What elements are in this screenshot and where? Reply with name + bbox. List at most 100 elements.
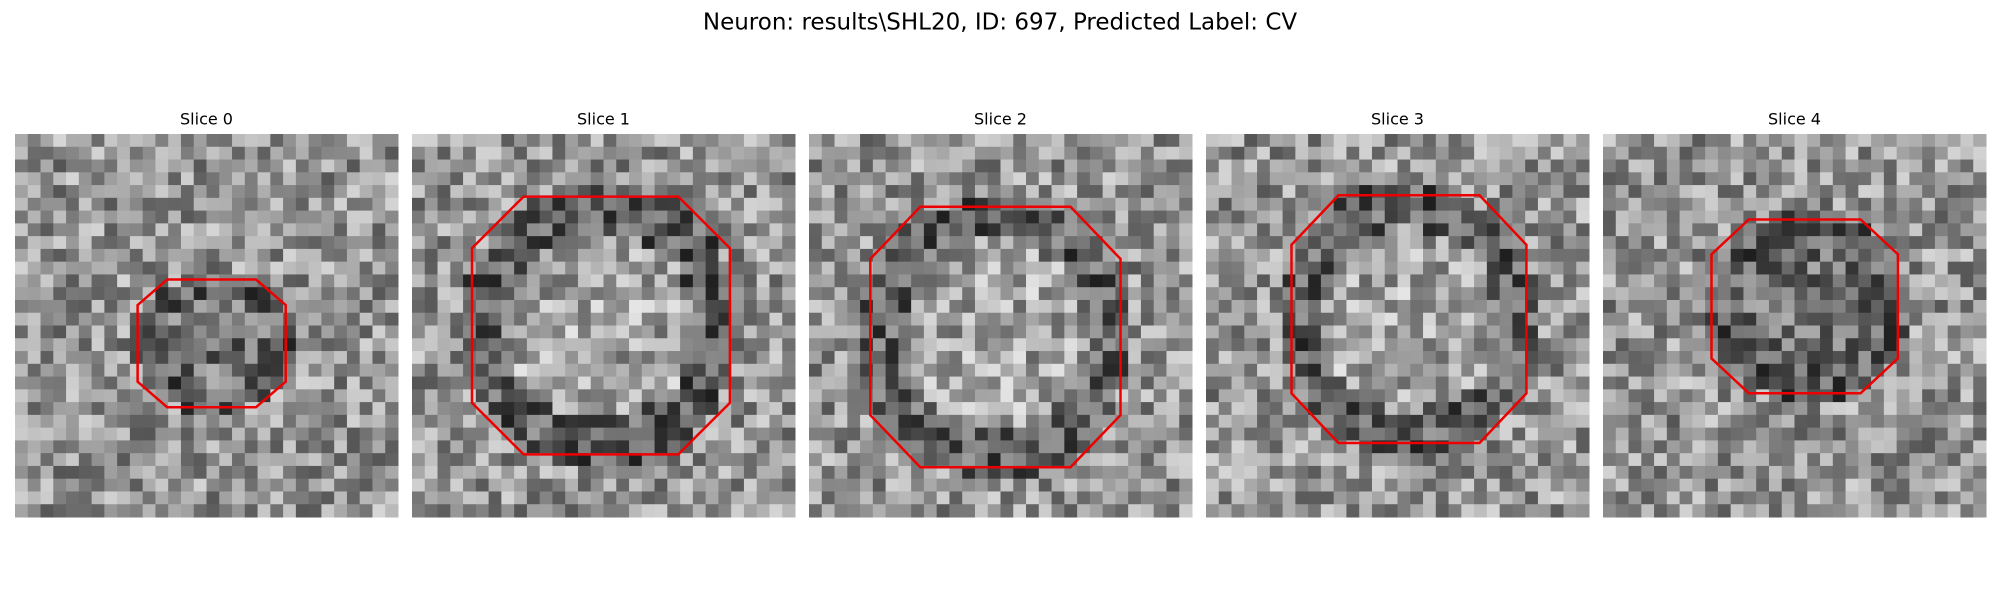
- pixel: [1179, 134, 1193, 148]
- pixel: [1244, 453, 1258, 467]
- pixel: [641, 351, 656, 365]
- pixel: [1000, 389, 1014, 403]
- pixel: [1166, 376, 1180, 390]
- pixel: [782, 261, 796, 275]
- pixel: [117, 248, 131, 263]
- pixel: [1871, 261, 1885, 275]
- pixel: [565, 389, 579, 403]
- pixel: [1858, 223, 1872, 237]
- pixel: [334, 134, 348, 148]
- pixel: [962, 248, 976, 263]
- pixel: [1628, 325, 1642, 339]
- pixel: [40, 236, 54, 250]
- pixel: [295, 248, 310, 263]
- pixel: [117, 478, 131, 492]
- pixel: [936, 261, 950, 275]
- pixel: [1064, 402, 1078, 416]
- pixel: [53, 414, 67, 429]
- pixel: [1563, 325, 1577, 339]
- pixel: [949, 223, 963, 237]
- pixel: [1128, 453, 1142, 467]
- pixel: [1346, 197, 1360, 212]
- pixel: [1871, 478, 1885, 492]
- pixel: [104, 389, 118, 403]
- pixel: [1550, 223, 1564, 237]
- pixel: [1871, 440, 1885, 454]
- pixel: [1038, 440, 1053, 454]
- pixel: [1359, 504, 1373, 518]
- pixel: [206, 159, 220, 173]
- pixel: [53, 159, 67, 173]
- pixel: [219, 478, 233, 492]
- pixel: [743, 402, 758, 416]
- pixel: [155, 146, 169, 161]
- pixel: [1102, 197, 1116, 212]
- pixel: [526, 376, 541, 390]
- pixel: [1563, 478, 1577, 492]
- pixel: [1858, 363, 1872, 378]
- pixel: [1807, 146, 1821, 161]
- pixel: [936, 402, 950, 416]
- pixel: [1922, 504, 1936, 518]
- pixel: [514, 402, 528, 416]
- pixel: [359, 363, 373, 378]
- pixel: [257, 172, 271, 186]
- pixel: [718, 223, 732, 237]
- pixel: [1140, 236, 1155, 250]
- pixel: [1883, 134, 1898, 148]
- pixel: [1423, 261, 1437, 275]
- pixel: [1140, 197, 1155, 212]
- pixel: [629, 414, 643, 429]
- pixel: [53, 185, 67, 199]
- pixel: [1423, 197, 1437, 212]
- pixel: [283, 389, 297, 403]
- pixel: [654, 389, 668, 403]
- pixel: [193, 299, 207, 314]
- pixel: [1654, 414, 1668, 429]
- pixel: [1026, 248, 1040, 263]
- pixel: [577, 351, 592, 365]
- pixel: [911, 299, 925, 314]
- pixel: [334, 440, 348, 454]
- pixel: [475, 440, 490, 454]
- pixel: [346, 274, 361, 288]
- pixel: [1845, 185, 1859, 199]
- pixel: [1692, 478, 1706, 492]
- pixel: [1832, 172, 1847, 186]
- pixel: [1206, 312, 1220, 326]
- pixel: [1013, 478, 1027, 492]
- pixel: [834, 427, 848, 441]
- pixel: [155, 159, 169, 173]
- pixel: [885, 325, 899, 339]
- pixel: [1922, 299, 1936, 314]
- pixel: [987, 287, 1001, 301]
- pixel: [1807, 325, 1821, 339]
- pixel: [27, 185, 42, 199]
- pixel: [565, 236, 579, 250]
- pixel: [232, 197, 246, 212]
- pixel: [1153, 478, 1167, 492]
- pixel: [974, 185, 989, 199]
- pixel: [1628, 478, 1642, 492]
- pixel: [488, 478, 502, 492]
- pixel: [743, 274, 758, 288]
- pixel: [974, 414, 989, 429]
- pixel: [1654, 389, 1668, 403]
- pixel: [359, 465, 373, 480]
- contour: [136, 278, 287, 409]
- pixel: [1435, 223, 1450, 237]
- pixel: [1563, 185, 1577, 199]
- pixel: [1140, 248, 1155, 263]
- pixel: [565, 453, 579, 467]
- pixel: [1743, 338, 1757, 352]
- pixel: [1115, 491, 1129, 505]
- pixel: [1269, 427, 1284, 441]
- pixel: [1448, 248, 1462, 263]
- pixel: [40, 478, 54, 492]
- pixel: [1947, 491, 1961, 505]
- pixel: [565, 504, 579, 518]
- pixel: [1768, 248, 1783, 263]
- pixel: [27, 325, 42, 339]
- pixel: [1051, 312, 1065, 326]
- pixel: [692, 223, 707, 237]
